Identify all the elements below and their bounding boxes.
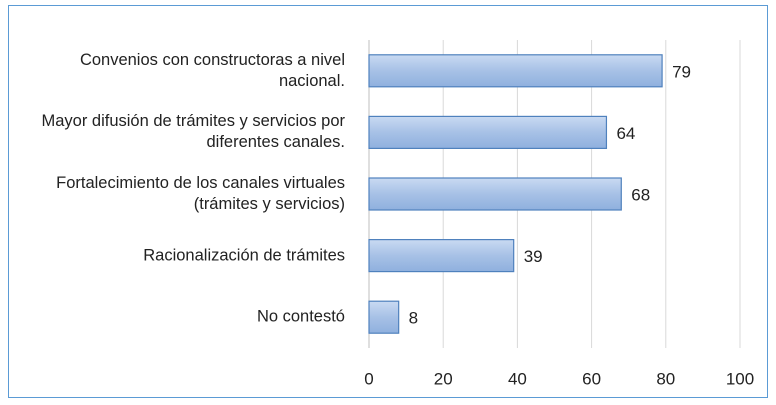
x-tick-label: 80 — [656, 369, 675, 388]
value-label: 79 — [672, 62, 691, 81]
chart-frame — [8, 5, 768, 398]
category-label: Fortalecimiento de los canales virtuales… — [56, 174, 345, 213]
bar — [368, 177, 622, 211]
value-label: 64 — [616, 124, 635, 143]
x-tick-label: 100 — [726, 369, 754, 388]
bar — [368, 300, 400, 334]
bar — [368, 115, 608, 150]
value-label: 68 — [631, 185, 650, 204]
category-label: Mayor difusión de trámites y servicios p… — [41, 112, 345, 152]
x-tick-label: 0 — [364, 369, 373, 388]
value-label: 39 — [524, 247, 543, 266]
category-label: Convenios con constructoras a nivel naci… — [79, 50, 345, 90]
x-tick-label: 60 — [582, 369, 601, 388]
category-label: No contestó — [256, 307, 345, 326]
bar — [368, 239, 515, 273]
x-tick-label: 40 — [508, 369, 527, 388]
bar — [368, 54, 663, 88]
value-label: 8 — [409, 309, 418, 328]
x-tick-label: 20 — [434, 369, 453, 388]
category-label: Racionalización de trámites — [143, 246, 345, 265]
